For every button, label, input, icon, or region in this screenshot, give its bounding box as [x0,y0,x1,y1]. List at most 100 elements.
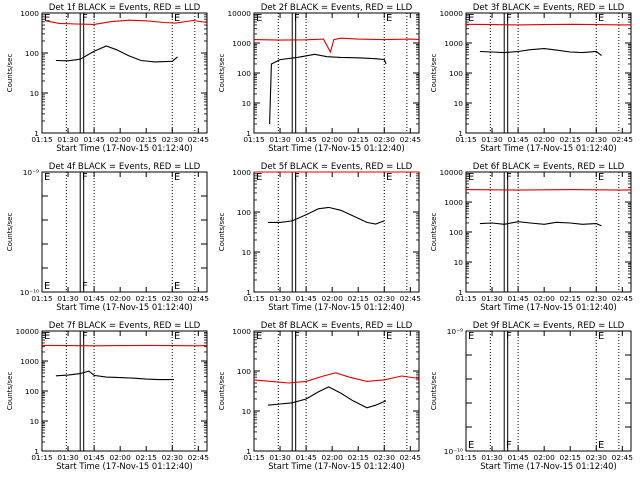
panel-1-xtick-label: 02:30 [162,135,184,144]
panel-5-title: Det 5f BLACK = Events, RED = LLD [261,162,413,172]
panel-7-ylabel: Counts/sec [6,372,14,411]
panel-3-xtick-label: 01:30 [481,135,503,144]
panel-7-ytick-label: 10000 [15,327,39,336]
panel-4-marker-F-top: F [82,172,88,183]
panel-6-xtick-label: 02:30 [586,294,608,303]
panel-7-marker-E-left: E [44,331,50,342]
panel-2-series-lld [253,37,420,54]
panel-7-ytick-label: 1000 [20,357,39,366]
panel-1-ytick-label: 100 [25,49,39,58]
panel-8-xtick-label: 02:15 [348,453,370,462]
panel-2-series-events [269,53,387,125]
panel-9-marker-E-top: E [598,331,604,342]
panel-8-ytick-label: 10 [242,407,252,416]
panel-2-xtick-label: 01:45 [295,135,317,144]
panel-6-ytick-label: 10 [454,258,464,267]
panel-2-xtick-label: 01:15 [243,135,265,144]
panel-9-marker-F-bottom: F [506,440,512,451]
panel-6-xtick-label: 02:00 [534,294,556,303]
panel-5-xlabel: Start Time (17-Nov-15 01:12:40) [268,302,405,312]
panel-5-xtick-label: 02:00 [322,294,344,303]
panel-4-marker-E-bottom: E [174,281,180,292]
panel-8-ytick-label: 100 [237,367,251,376]
panel-7-ytick-label: 10 [30,417,40,426]
panel-9-xtick-label: 01:45 [507,453,529,462]
panel-3-xtick-label: 01:15 [455,135,477,144]
panel-4-xtick-label: 02:15 [136,294,158,303]
panel-7-xtick-label: 02:45 [188,453,210,462]
panel-2-marker-E-top: E [386,13,392,24]
panel-2-ytick-label: 10000 [227,9,251,18]
panel-6-xtick-label: 01:30 [481,294,503,303]
panel-9-ylabel: Counts/sec [430,372,438,411]
panel-5-ylabel: Counts/sec [218,213,226,252]
panel-3-series-events [479,48,602,57]
panel-8-frame [253,330,420,452]
panel-3-xtick-label: 02:30 [586,135,608,144]
panel-6-marker-F-top: F [506,172,512,183]
panel-3-xtick-label: 02:00 [534,135,556,144]
panel-5-ytick-label: 100 [237,208,251,217]
panel-3-xtick-label: 02:15 [560,135,582,144]
panel-7-xtick-label: 02:15 [136,453,158,462]
panel-4-marker-E-top: E [174,172,180,183]
panel-2-ytick-label: 10 [242,99,252,108]
panel-3-ytick-label: 10000 [439,9,463,18]
panel-9-ytick-label: 10⁻⁹ [447,327,463,336]
panel-3-ylabel: Counts/sec [430,54,438,93]
panel-1-series-events [55,45,178,63]
panel-9-xtick-label: 01:30 [481,453,503,462]
panel-4-xlabel: Start Time (17-Nov-15 01:12:40) [56,302,193,312]
panel-4-marker-F-bottom: F [82,281,88,292]
panel-4-marker-E-left-bottom: E [44,281,50,292]
panel-7-xtick-label: 02:30 [162,453,184,462]
panel-6-xtick-label: 01:15 [455,294,477,303]
panel-5-series-events [267,206,385,225]
panel-6-ylabel: Counts/sec [430,213,438,252]
panel-6-marker-E-left: E [468,172,474,183]
panel-1-xtick-label: 02:45 [188,135,210,144]
panel-8-xtick-label: 01:45 [295,453,317,462]
panel-3-marker-F-top: F [506,13,512,24]
panel-4-frame [41,171,208,293]
panel-1-xtick-label: 01:30 [57,135,79,144]
panel-7-ytick-label: 1 [34,447,39,456]
panel-1-xtick-label: 02:15 [136,135,158,144]
panel-8-xtick-label: 02:45 [400,453,422,462]
panel-3-ytick-label: 10 [454,99,464,108]
panel-6-ytick-label: 10000 [439,168,463,177]
panel-9-xlabel: Start Time (17-Nov-15 01:12:40) [480,461,617,471]
panel-5-xtick-label: 02:45 [400,294,422,303]
panel-2-ytick-label: 1000 [232,39,251,48]
panel-2-ylabel: Counts/sec [218,54,226,93]
panel-1-ylabel: Counts/sec [6,54,14,93]
panel-5-xtick-label: 01:30 [269,294,291,303]
panel-3-ytick-label: 1 [458,129,463,138]
panel-6-series-events [479,221,602,227]
panel-4-marker-E-left: E [44,172,50,183]
panel-8-xtick-label: 02:00 [322,453,344,462]
panel-4-xtick-label: 02:45 [188,294,210,303]
panel-9-marker-E-left: E [468,331,474,342]
panel-4-ylabel: Counts/sec [6,213,14,252]
panel-2-xtick-label: 02:15 [348,135,370,144]
panel-9-frame [465,330,632,452]
panel-7-xtick-label: 02:00 [110,453,132,462]
panel-4-xtick-label: 01:45 [83,294,105,303]
panel-9-marker-E-bottom: E [598,440,604,451]
panel-7-xtick-label: 01:30 [57,453,79,462]
panel-4-xtick-label: 01:15 [31,294,53,303]
panel-8-marker-E-top: E [386,331,392,342]
panel-4-title: Det 4f BLACK = Events, RED = LLD [49,162,201,172]
panel-1-marker-E-top: E [174,13,180,24]
panel-5-marker-E-left: E [256,172,262,183]
panel-8-xtick-label: 01:30 [269,453,291,462]
panel-8-xtick-label: 01:15 [243,453,265,462]
panel-6-series-lld [465,189,632,191]
panel-6-title: Det 6f BLACK = Events, RED = LLD [473,162,625,172]
panel-6-marker-E-top: E [598,172,604,183]
panel-4-ytick-label: 10⁻¹⁰ [20,288,39,297]
panel-2-xtick-label: 01:30 [269,135,291,144]
panel-4-ytick-label: 10⁻⁹ [23,168,39,177]
panel-7-title: Det 7f BLACK = Events, RED = LLD [49,321,201,331]
